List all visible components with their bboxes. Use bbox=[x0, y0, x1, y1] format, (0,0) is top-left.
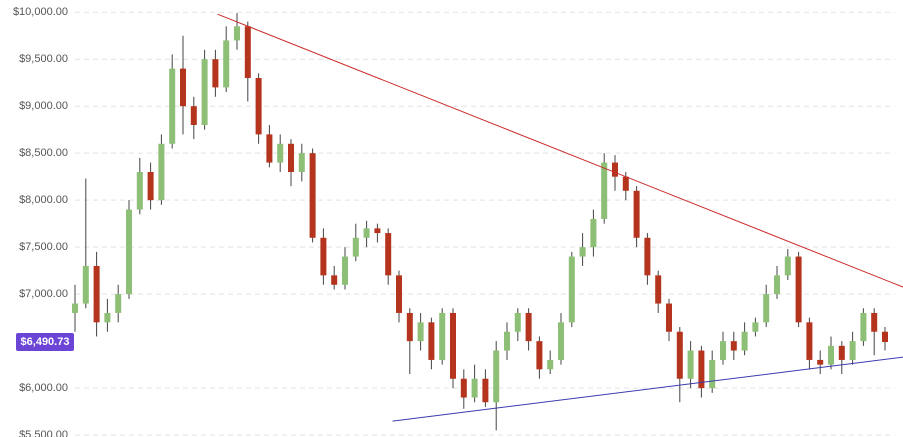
candle-body bbox=[514, 312, 521, 332]
candle-body bbox=[288, 143, 294, 172]
y-tick-label: $10,000.00 bbox=[13, 6, 68, 18]
y-tick-label: $7,000.00 bbox=[19, 288, 68, 300]
candle-body bbox=[774, 275, 780, 295]
candle-body bbox=[417, 322, 424, 342]
candle-body bbox=[126, 209, 132, 295]
candle-body bbox=[352, 237, 359, 257]
candle-body bbox=[406, 312, 413, 342]
candle-body bbox=[655, 275, 662, 304]
y-tick-label: $9,500.00 bbox=[19, 53, 68, 65]
candle-body bbox=[698, 350, 705, 389]
candle-body bbox=[504, 331, 510, 351]
candle-body bbox=[244, 26, 251, 79]
candle-body bbox=[817, 359, 824, 365]
candle-body bbox=[277, 143, 284, 163]
y-tick-label: $8,000.00 bbox=[19, 194, 68, 206]
candle-body bbox=[190, 106, 197, 125]
candle-body bbox=[93, 265, 100, 323]
candle-body bbox=[590, 218, 597, 248]
candle-body bbox=[180, 68, 186, 107]
price-marker bbox=[16, 333, 74, 352]
candle-body bbox=[601, 162, 608, 219]
candle-body bbox=[115, 294, 122, 313]
candle-body bbox=[104, 312, 111, 323]
candle-body bbox=[838, 345, 845, 360]
candle-body bbox=[806, 322, 813, 360]
candle-body bbox=[547, 359, 554, 370]
candle-body bbox=[763, 294, 770, 323]
candle-body bbox=[147, 171, 154, 201]
candle-body bbox=[201, 59, 208, 125]
candle-body bbox=[622, 176, 629, 191]
candle-body bbox=[666, 303, 672, 332]
candle-body bbox=[266, 134, 273, 163]
candle-body bbox=[471, 378, 478, 398]
candle-body bbox=[720, 341, 726, 360]
candle-body bbox=[525, 312, 532, 342]
candle-body bbox=[320, 237, 327, 276]
candle-body bbox=[82, 265, 89, 304]
candle-body bbox=[234, 26, 240, 41]
candle-body bbox=[579, 247, 586, 257]
candle-body bbox=[374, 228, 381, 234]
candle-body bbox=[828, 345, 834, 365]
candle-body bbox=[687, 350, 694, 379]
candle-body bbox=[385, 233, 392, 276]
candle-body bbox=[633, 190, 640, 238]
candle-body bbox=[871, 312, 878, 332]
candle-body bbox=[342, 256, 348, 285]
candle-body bbox=[136, 171, 143, 210]
trendline bbox=[217, 13, 903, 288]
y-tick-label: $8,500.00 bbox=[19, 147, 68, 159]
candle-body bbox=[309, 153, 316, 238]
candle-body bbox=[644, 237, 651, 276]
candle-body bbox=[158, 143, 165, 201]
candle-body bbox=[568, 256, 575, 323]
y-tick-label: $9,000.00 bbox=[19, 100, 68, 112]
candle-body bbox=[72, 303, 78, 313]
candle-body bbox=[730, 341, 737, 351]
price-marker-label: $6,490.73 bbox=[21, 336, 70, 348]
y-tick-label: $7,500.00 bbox=[19, 241, 68, 253]
candle-body bbox=[255, 78, 262, 135]
candle-body bbox=[428, 322, 435, 360]
candle-body bbox=[169, 68, 176, 144]
candle-body bbox=[536, 341, 543, 370]
candle-body bbox=[676, 331, 683, 379]
candle-body bbox=[450, 312, 456, 379]
candle-body bbox=[223, 40, 230, 88]
candle-body bbox=[882, 331, 888, 343]
candle-body bbox=[331, 275, 338, 285]
candle-body bbox=[784, 256, 791, 276]
trendline bbox=[392, 356, 903, 422]
candle-body bbox=[795, 256, 802, 323]
candle-body bbox=[849, 341, 856, 360]
y-tick-label: $6,000.00 bbox=[19, 382, 68, 394]
candle-body bbox=[752, 322, 759, 332]
candle-body bbox=[298, 153, 305, 172]
y-tick-label: $5,500.00 bbox=[19, 429, 68, 437]
candle-body bbox=[439, 312, 446, 360]
candle-body bbox=[212, 59, 219, 88]
candle-body bbox=[612, 162, 618, 177]
candle-body bbox=[482, 378, 489, 403]
candle-body bbox=[363, 228, 370, 238]
candle-body bbox=[493, 350, 500, 403]
candle-body bbox=[396, 275, 402, 313]
candle-body bbox=[860, 312, 867, 342]
candle-body bbox=[558, 322, 564, 360]
candle-body bbox=[741, 331, 748, 351]
candle-body bbox=[709, 359, 716, 389]
candle-body bbox=[460, 378, 467, 398]
